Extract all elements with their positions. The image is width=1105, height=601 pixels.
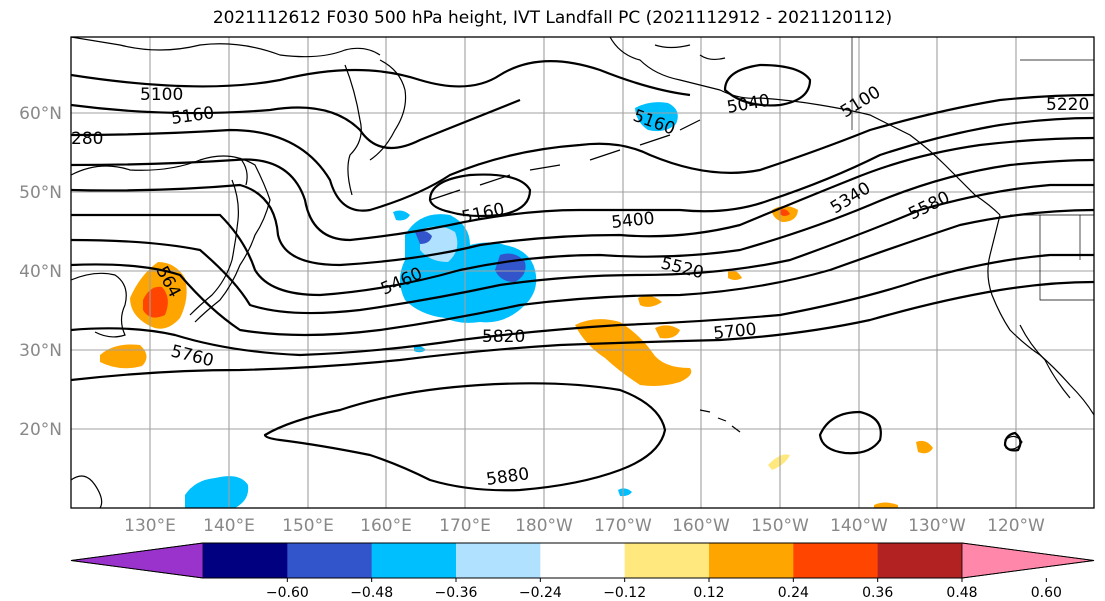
longitude-label: 140°W (830, 516, 888, 536)
longitude-label: 130°E (124, 516, 176, 536)
contour-label: 280 (71, 129, 103, 149)
colorbar-tick-label: −0.24 (519, 585, 562, 601)
latitude-label: 40°N (19, 262, 62, 282)
strong-positive-ivt-region (143, 286, 168, 318)
colorbar-segment (371, 543, 457, 578)
positive-ivt-region (874, 502, 898, 508)
colorbar-segment (456, 543, 541, 578)
colorbar-outline (70, 542, 1095, 579)
colorbar-segment (877, 543, 963, 578)
weak-positive-ivt-region (768, 454, 790, 470)
negative-ivt-region (185, 476, 249, 508)
colorbar-extend-min (70, 542, 204, 579)
colorbar-segment (540, 543, 626, 578)
height-contours (71, 60, 1094, 492)
negative-ivt-region (635, 102, 678, 132)
latitude-label: 20°N (19, 420, 62, 440)
colorbar-tick-label: −0.12 (603, 585, 646, 601)
latitude-labels: 60°N 50°N 40°N 30°N 20°N (19, 104, 62, 440)
colorbar-tick-label: −0.36 (435, 585, 478, 601)
negative-ivt-region (414, 346, 426, 353)
figure-title: 2021112612 F030 500 hPa height, IVT Land… (212, 8, 893, 28)
colorbar-extend-max (961, 542, 1095, 579)
colorbar-tick-label: 0.60 (1031, 585, 1062, 601)
contour-label: 5400 (610, 209, 655, 233)
colorbar-tick-label: 0.24 (778, 585, 809, 601)
positive-ivt-region (728, 269, 742, 280)
colorbar-tick-label: −0.48 (350, 585, 393, 601)
positive-ivt-region (655, 325, 680, 339)
longitude-label: 160°W (672, 516, 730, 536)
colorbar-tick-label: 0.48 (946, 585, 977, 601)
colorbar-segment (624, 543, 710, 578)
longitude-label: 150°W (751, 516, 809, 536)
colorbar-segment (709, 543, 794, 578)
contour-label: 5100 (140, 85, 183, 105)
positive-ivt-region (575, 319, 692, 386)
contour-label: 5220 (1046, 95, 1089, 115)
longitude-labels: 130°E 140°E 150°E 160°E 170°E 180°W 170°… (124, 516, 1045, 536)
negative-ivt-region (393, 210, 410, 221)
ivt-shading (100, 102, 933, 508)
strong-positive-ivt-region (780, 209, 790, 216)
latitude-label: 50°N (19, 183, 62, 203)
longitude-label: 170°E (439, 516, 491, 536)
longitude-label: 130°W (908, 516, 966, 536)
colorbar-segment (793, 543, 879, 578)
colorbar-segment (287, 543, 373, 578)
longitude-label: 170°W (594, 516, 652, 536)
positive-ivt-region (638, 295, 662, 307)
positive-ivt-region (916, 440, 933, 454)
borders (851, 37, 1094, 301)
latitude-label: 60°N (19, 104, 62, 124)
latitude-label: 30°N (19, 341, 62, 361)
map-frame (70, 36, 1095, 509)
longitude-label: 160°E (360, 516, 412, 536)
longitude-label: 150°E (282, 516, 334, 536)
negative-ivt-region (618, 488, 632, 497)
longitude-label: 120°W (987, 516, 1045, 536)
colorbar-tick-label: −0.60 (266, 585, 309, 601)
colorbar-tick-label: 0.12 (693, 585, 724, 601)
strong-negative-ivt-region (415, 230, 432, 244)
longitude-label: 140°E (203, 516, 255, 536)
longitude-label: 180°W (515, 516, 573, 536)
colorbar-segment (203, 543, 288, 578)
contour-label: 5820 (482, 327, 525, 347)
colorbar: −0.60 −0.48 −0.36 −0.24 −0.12 0.12 0.24 0.36 0.4… (70, 542, 1095, 601)
contour-label: 5700 (712, 320, 757, 344)
colorbar-tick-label: 0.36 (862, 585, 893, 601)
